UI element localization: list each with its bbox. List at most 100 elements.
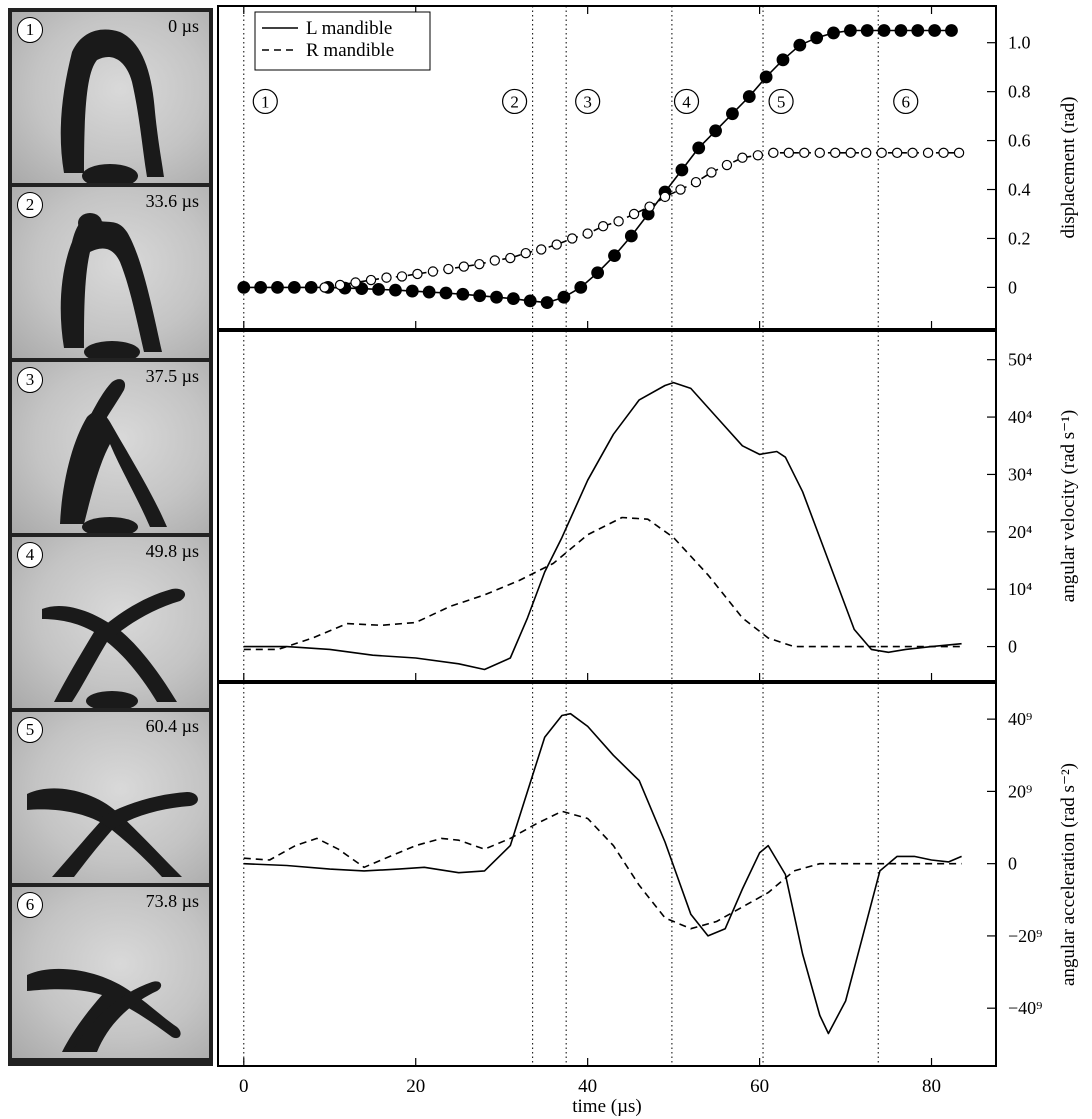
data-point [599, 222, 608, 231]
data-point [609, 250, 621, 262]
data-point [305, 282, 317, 294]
series-line [244, 31, 952, 303]
data-point [537, 245, 546, 254]
y-tick-label: 40⁹ [1008, 709, 1032, 729]
data-point [784, 148, 793, 157]
data-point [351, 278, 360, 287]
data-point [444, 264, 453, 273]
data-point [440, 287, 452, 299]
data-point [406, 285, 418, 297]
y-tick-label: −40⁹ [1008, 998, 1042, 1018]
annotation-label: 4 [682, 92, 691, 111]
data-point [423, 286, 435, 298]
data-point [575, 282, 587, 294]
data-point [893, 148, 902, 157]
data-point [777, 54, 789, 66]
data-point [592, 267, 604, 279]
data-point [877, 148, 886, 157]
data-point [320, 283, 329, 292]
data-point [583, 229, 592, 238]
data-point [722, 160, 731, 169]
data-point [929, 25, 941, 37]
data-point [457, 288, 469, 300]
data-point [693, 142, 705, 154]
data-point [794, 39, 806, 51]
y-tick-label: 0.8 [1008, 82, 1031, 102]
y-axis-label: angular acceleration (rad s⁻²) [1058, 763, 1079, 986]
y-tick-label: 10⁴ [1008, 579, 1032, 599]
series-line [325, 153, 959, 288]
x-tick-label: 0 [239, 1076, 249, 1097]
x-axis-label: time (µs) [572, 1096, 642, 1117]
data-point [923, 148, 932, 157]
data-point [815, 148, 824, 157]
data-point [238, 282, 250, 294]
data-point [707, 168, 716, 177]
annotation-label: 6 [901, 92, 910, 111]
annotation-label: 3 [583, 92, 592, 111]
data-point [255, 282, 267, 294]
annotation-label: 5 [777, 92, 786, 111]
series-line [244, 714, 962, 1034]
data-point [710, 125, 722, 137]
data-point [676, 164, 688, 176]
data-point [524, 295, 536, 307]
data-point [558, 291, 570, 303]
data-point [831, 148, 840, 157]
data-point [373, 284, 385, 296]
data-point [954, 148, 963, 157]
data-point [862, 148, 871, 157]
annotation-label: 1 [261, 92, 270, 111]
y-tick-label: 40⁴ [1008, 407, 1032, 427]
data-point [939, 148, 948, 157]
y-tick-label: 20⁴ [1008, 522, 1032, 542]
data-point [743, 91, 755, 103]
annotation-label: 2 [510, 92, 519, 111]
data-point [861, 25, 873, 37]
data-point [614, 217, 623, 226]
data-point [828, 27, 840, 39]
data-point [753, 151, 762, 160]
data-point [289, 282, 301, 294]
y-tick-label: 50⁴ [1008, 350, 1032, 370]
y-tick-label: 1.0 [1008, 33, 1031, 53]
data-point [459, 262, 468, 271]
data-point [491, 291, 503, 303]
data-point [846, 148, 855, 157]
data-point [811, 32, 823, 44]
data-point [895, 25, 907, 37]
data-point [626, 230, 638, 242]
data-point [428, 267, 437, 276]
data-point [272, 282, 284, 294]
data-point [568, 234, 577, 243]
data-point [769, 148, 778, 157]
y-axis-label: displacement (rad) [1058, 97, 1079, 239]
x-tick-label: 60 [750, 1076, 769, 1097]
y-tick-label: 0 [1008, 637, 1017, 657]
data-point [413, 269, 422, 278]
data-point [508, 293, 520, 305]
data-point [645, 202, 654, 211]
y-tick-label: 30⁴ [1008, 464, 1032, 484]
data-point [660, 192, 669, 201]
data-point [946, 25, 958, 37]
data-point [845, 25, 857, 37]
data-point [335, 280, 344, 289]
data-point [738, 153, 747, 162]
data-point [727, 108, 739, 120]
legend-entry: L mandible [306, 18, 392, 39]
data-point [908, 148, 917, 157]
data-point [760, 71, 772, 83]
data-point [912, 25, 924, 37]
data-point [878, 25, 890, 37]
legend-entry: R mandible [306, 40, 394, 61]
data-point [541, 297, 553, 309]
x-tick-label: 80 [922, 1076, 941, 1097]
series-line [244, 383, 962, 670]
data-point [397, 272, 406, 281]
data-point [800, 148, 809, 157]
data-point [629, 209, 638, 218]
data-point [390, 284, 402, 296]
